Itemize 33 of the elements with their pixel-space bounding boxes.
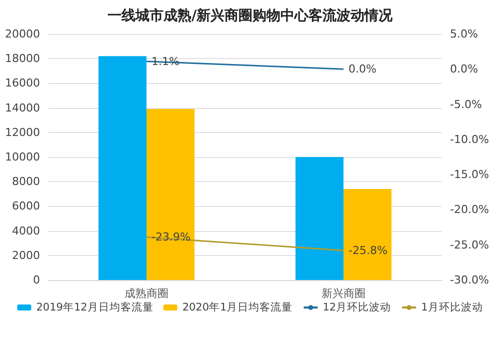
y-tick-label: 2000 bbox=[12, 248, 40, 262]
data-label: 0.0% bbox=[348, 62, 376, 76]
y2-tick-label: 0.0% bbox=[450, 62, 478, 76]
y-tick-label: 4000 bbox=[12, 224, 40, 238]
y2-tick-label: -5.0% bbox=[450, 98, 482, 111]
bar bbox=[344, 188, 392, 280]
y2-tick-label: -30.0% bbox=[450, 274, 489, 286]
legend-label: 1月环比波动 bbox=[421, 300, 483, 314]
legend-label: 12月环比波动 bbox=[322, 300, 392, 314]
y-tick-label: 16000 bbox=[5, 76, 40, 90]
data-label: -25.8% bbox=[348, 244, 388, 257]
y2-tick-label: -15.0% bbox=[450, 168, 489, 182]
y-tick-label: 18000 bbox=[5, 52, 40, 66]
y2-tick-label: 5.0% bbox=[450, 28, 478, 40]
bar bbox=[98, 56, 146, 280]
y-tick-label: 10000 bbox=[5, 150, 40, 164]
y2-tick-label: -10.0% bbox=[450, 132, 489, 146]
y2-tick-label: -25.0% bbox=[450, 238, 489, 252]
y2-tick-label: -20.0% bbox=[450, 203, 489, 216]
bar bbox=[146, 109, 194, 280]
y-tick-label: 20000 bbox=[5, 28, 40, 40]
chart-title: 一线城市成熟/新兴商圈购物中心客流波动情况 bbox=[107, 7, 394, 24]
bar bbox=[296, 157, 344, 280]
x-tick-label: 新兴商圈 bbox=[322, 287, 366, 300]
y-tick-label: 0 bbox=[33, 274, 40, 286]
y-tick-label: 6000 bbox=[12, 200, 40, 213]
x-tick-label: 成熟商圈 bbox=[124, 287, 168, 300]
y-tick-label: 8000 bbox=[12, 175, 40, 188]
legend-label: 2019年12月日均客流量 bbox=[36, 300, 154, 314]
data-label: -23.9% bbox=[152, 230, 190, 244]
y-tick-label: 12000 bbox=[5, 126, 40, 139]
y-tick-label: 14000 bbox=[5, 101, 40, 114]
legend-label: 2020年1月日均客流量 bbox=[182, 300, 293, 314]
